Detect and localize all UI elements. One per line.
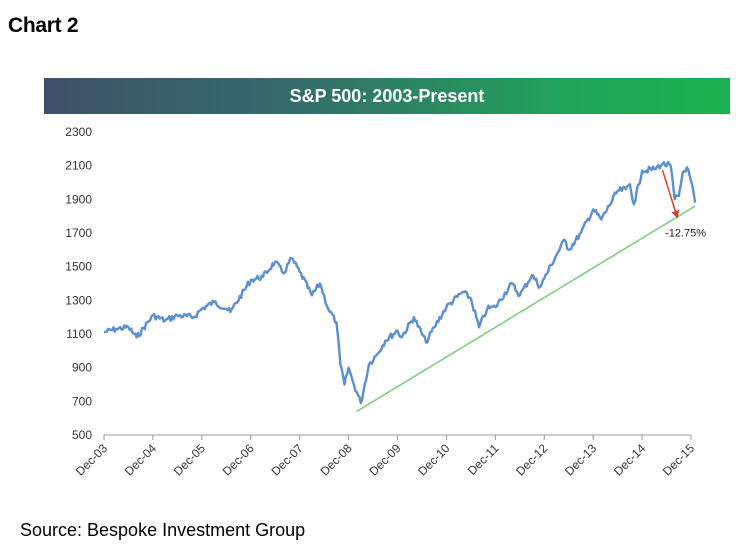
x-tick-label: Dec-13 [562,441,599,478]
chart-title: S&P 500: 2003-Present [289,85,485,106]
chart-heading: Chart 2 [8,14,79,37]
x-tick-label: Dec-14 [611,441,648,478]
y-tick-label: 1500 [65,260,92,274]
drawdown-arrow [661,169,680,219]
x-tick-label: Dec-10 [415,441,452,478]
x-tick-label: Dec-05 [171,441,208,478]
y-tick-label: 700 [72,394,92,408]
support-trendline [356,205,696,413]
chart-title-banner: S&P 500: 2003-Present [44,78,730,114]
drawdown-label: -12.75% [665,228,706,240]
x-axis: Dec-03 Dec-04 Dec-05 Dec-06 Dec-07 Dec-08 Dec-… [73,434,697,478]
y-tick-label: 1100 [66,327,92,341]
x-tick-label: Dec-12 [513,441,550,478]
x-tick-label: Dec-09 [366,441,403,478]
y-tick-label: 2300 [65,125,92,139]
y-tick-label: 900 [72,361,92,375]
x-tick-label: Dec-15 [660,441,697,478]
plot-area: -12.75% [103,160,706,413]
y-tick-label: 500 [72,428,92,442]
x-tick-label: Dec-11 [465,441,502,478]
y-tick-label: 2100 [65,159,92,173]
source-note: Source: Bespoke Investment Group [20,520,306,540]
x-tick-label: Dec-07 [269,441,306,478]
y-tick-label: 1900 [65,192,92,206]
x-tick-label: Dec-08 [317,441,354,478]
x-tick-label: Dec-04 [122,441,159,478]
y-axis: 500 700 900 1100 1300 1500 1700 1900 2100 2300 [65,125,92,442]
y-tick-label: 1300 [65,293,92,307]
x-tick-label: Dec-03 [73,441,110,478]
sp500-series-line [103,160,697,405]
x-tick-label: Dec-06 [220,441,257,478]
y-tick-label: 1700 [65,226,92,240]
